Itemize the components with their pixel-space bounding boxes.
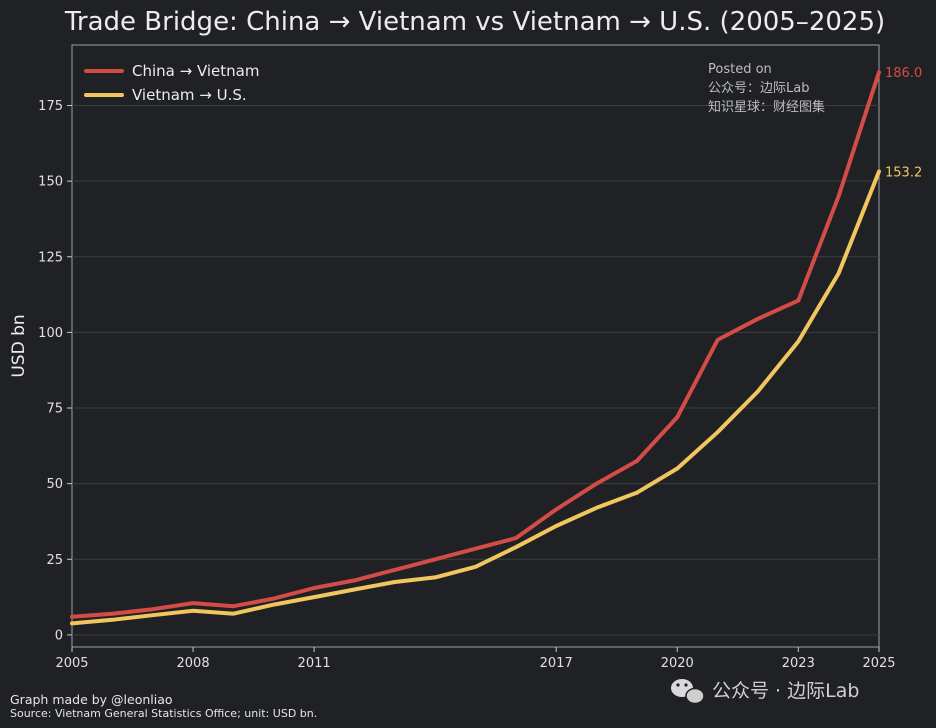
plot-frame — [71, 44, 880, 648]
gridlines — [72, 105, 879, 636]
watermark-text: 公众号 · 边际Lab — [712, 680, 859, 702]
y-axis-label: USD bn — [9, 314, 29, 377]
end-labels: 153.2 186.0 — [885, 66, 922, 180]
y-tick-label: 175 — [38, 99, 63, 114]
x-tick-label: 2008 — [177, 656, 210, 671]
x-tick-label: 2017 — [540, 656, 573, 671]
watermark: 公众号 · 边际Lab — [671, 679, 859, 705]
chart-title: Trade Bridge: China → Vietnam vs Vietnam… — [64, 7, 885, 37]
legend-label-vietnam-us: Vietnam → U.S. — [132, 86, 247, 104]
x-tick-label: 2005 — [55, 656, 88, 671]
x-tick-label: 2020 — [661, 656, 694, 671]
y-tick-label: 75 — [46, 402, 63, 417]
x-axis-ticks: 2005 2008 2011 2017 2020 2023 2025 — [55, 647, 896, 671]
y-tick-label: 125 — [38, 250, 63, 265]
annotation-line-1: Posted on — [708, 62, 772, 77]
series-line-1 — [70, 169, 881, 626]
annotation-line-3: 知识星球：财经图集 — [708, 99, 825, 115]
y-tick-label: 100 — [38, 326, 63, 341]
source-text: Source: Vietnam General Statistics Offic… — [10, 707, 317, 720]
x-tick-label: 2011 — [298, 656, 331, 671]
y-tick-label: 150 — [38, 175, 63, 190]
y-tick-label: 50 — [46, 477, 63, 492]
y-tick-label: 0 — [55, 628, 63, 643]
series-line-0 — [70, 70, 881, 619]
credit-text: Graph made by @leonliao — [10, 692, 173, 707]
end-label-1: 153.2 — [885, 165, 922, 180]
y-axis-ticks: 0 25 50 75 100 125 150 175 — [38, 99, 72, 643]
x-tick-label: 2023 — [782, 656, 815, 671]
annotation-line-2: 公众号：边际Lab — [708, 81, 809, 96]
legend-label-china-vietnam: China → Vietnam — [132, 62, 259, 80]
x-tick-label: 2025 — [862, 656, 895, 671]
series-lines — [70, 70, 881, 626]
end-label-0: 186.0 — [885, 66, 922, 81]
wechat-icon — [671, 679, 705, 705]
legend: China → Vietnam Vietnam → U.S. — [84, 62, 259, 104]
posted-on-annotation: Posted on 公众号：边际Lab 知识星球：财经图集 — [708, 62, 825, 115]
y-tick-label: 25 — [46, 553, 63, 568]
